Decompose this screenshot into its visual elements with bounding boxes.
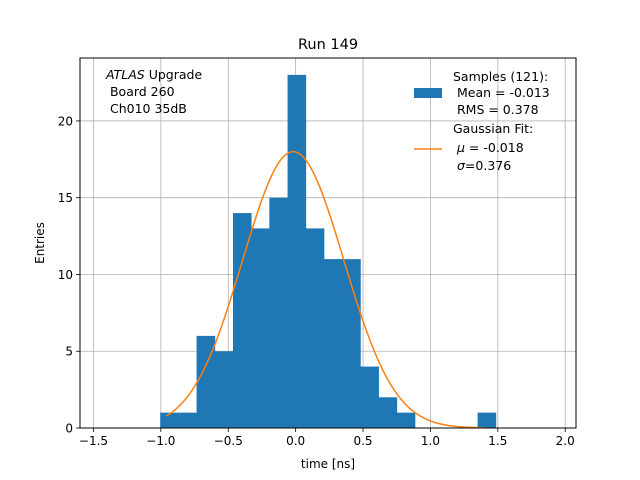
y-axis-ticks: 0 5 10 15 20 [58, 114, 80, 436]
axes-frame [79, 57, 577, 429]
x-tick-label: 2.0 [556, 434, 575, 448]
legend-mu-symbol: μ [456, 140, 465, 155]
y-tick-label: 10 [58, 268, 73, 282]
annotation-line-3: Ch010 35dB [106, 101, 187, 116]
legend-hist-line-2: Mean = -0.013 [453, 85, 550, 100]
histogram-bar [287, 74, 307, 428]
y-tick-label: 0 [65, 422, 73, 436]
x-tick-label: −0.5 [214, 434, 243, 448]
annotation-line-2: Board 260 [106, 84, 175, 99]
gaussian-fit-curve [165, 150, 486, 429]
x-tick-label: −1.0 [146, 434, 175, 448]
chart-title: Run 149 [298, 37, 358, 53]
gaussian-fit [165, 150, 486, 429]
y-tick-label: 5 [65, 345, 73, 359]
annotation-line-1: ATLAS Upgrade [105, 67, 202, 82]
atlas-label: ATLAS [105, 67, 145, 82]
x-axis-label: time [ns] [301, 457, 355, 471]
x-axis-ticks: −1.5 −1.0 −0.5 0.0 0.5 1.0 1.5 2.0 [79, 428, 575, 448]
legend-fit-line-2: μ = -0.018 [453, 140, 524, 155]
y-axis-label: Entries [33, 222, 47, 264]
x-tick-label: 0.0 [286, 434, 305, 448]
upgrade-label: Upgrade [145, 67, 203, 82]
legend-sigma-symbol: σ [457, 158, 466, 173]
histogram-bar [269, 197, 288, 428]
histogram-bar [396, 412, 416, 428]
legend-hist-swatch [414, 88, 442, 98]
legend-mu-value: = -0.018 [465, 140, 524, 155]
legend-fit-line-1: Gaussian Fit: [453, 121, 533, 136]
histogram-bar [196, 335, 216, 428]
histogram-bar [214, 351, 234, 428]
x-tick-label: 1.0 [421, 434, 440, 448]
x-tick-label: 1.5 [488, 434, 507, 448]
y-tick-label: 15 [58, 191, 73, 205]
histogram-bar [360, 366, 379, 428]
histogram-bar [378, 397, 398, 428]
annotation: ATLAS Upgrade Board 260 Ch010 35dB [105, 67, 202, 116]
histogram-bar [160, 412, 179, 428]
legend: Samples (121): Mean = -0.013 RMS = 0.378… [414, 69, 550, 173]
histogram-bar [305, 228, 325, 428]
histogram-bar [178, 412, 197, 428]
histogram-bars [160, 74, 497, 428]
histogram-bar [477, 412, 497, 428]
y-tick-label: 20 [58, 114, 73, 128]
histogram-bar [232, 213, 252, 428]
legend-fit-line-3: σ=0.376 [453, 158, 511, 173]
x-tick-label: −1.5 [79, 434, 108, 448]
histogram-bar [323, 259, 343, 428]
legend-hist-line-1: Samples (121): [453, 69, 548, 84]
legend-hist-line-3: RMS = 0.378 [453, 102, 539, 117]
legend-sigma-value: =0.376 [465, 158, 511, 173]
histogram-bar [251, 228, 270, 428]
x-tick-label: 0.5 [353, 434, 372, 448]
